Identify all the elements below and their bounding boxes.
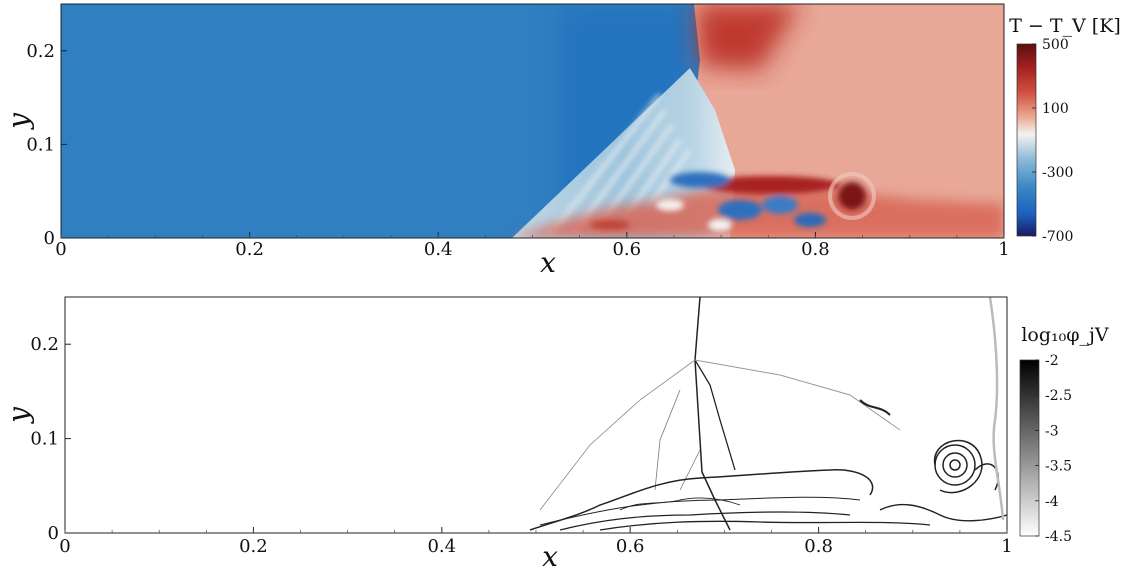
colorbar-tick-label: 100 bbox=[1042, 101, 1069, 117]
y-tick-label: 0 bbox=[44, 228, 55, 249]
x-tick-label: 0.6 bbox=[612, 239, 641, 260]
y-axis-ticks: 0 0.1 0.2 bbox=[30, 334, 71, 544]
x-tick-label: 0.4 bbox=[427, 536, 456, 557]
colorbar: T − T_V [K] 500 100 -300 -700 bbox=[1009, 15, 1121, 245]
x-axis-ticks: 0 0.2 0.4 0.6 0.8 1 bbox=[55, 232, 1010, 260]
schlieren-lines bbox=[529, 297, 1007, 531]
colorbar-title: log₁₀φ_jV bbox=[1021, 324, 1109, 346]
mixing-structures bbox=[590, 172, 840, 231]
vortex-core bbox=[828, 172, 876, 220]
x-tick-label: 0.2 bbox=[239, 536, 268, 557]
x-tick-label: 0.8 bbox=[801, 239, 830, 260]
vortex-lines bbox=[934, 439, 999, 494]
colorbar: log₁₀φ_jV -2 -2.5 -3 -3.5 -4 -4.5 bbox=[1019, 324, 1109, 545]
x-axis-label: x bbox=[542, 540, 558, 571]
y-tick-label: 0.1 bbox=[26, 134, 55, 155]
colorbar-tick-label: -300 bbox=[1042, 165, 1073, 181]
colorbar-tick-label: -4 bbox=[1045, 494, 1059, 510]
colorbar-ticks: -2 -2.5 -3 -3.5 -4 -4.5 bbox=[1035, 353, 1072, 545]
schlieren-background bbox=[65, 297, 1007, 533]
x-tick-label: 0 bbox=[55, 239, 66, 260]
y-tick-label: 0 bbox=[48, 523, 59, 544]
normal-shock-line bbox=[694, 297, 731, 531]
y-axis-label: y bbox=[2, 406, 35, 425]
x-tick-label: 0.2 bbox=[235, 239, 264, 260]
colorbar-tick-label: 500 bbox=[1042, 37, 1069, 53]
colorbar-tick-label: -2.5 bbox=[1045, 388, 1072, 404]
colorbar-gradient bbox=[1016, 43, 1037, 237]
gradient-magnitude-plot: 0 0.2 0.4 0.6 0.8 1 00.10.2 x y log₁₀φ_jV -2-… bbox=[2, 296, 1109, 571]
temperature-field bbox=[61, 4, 1004, 238]
y-tick-label: 0.1 bbox=[30, 429, 59, 450]
x-tick-label: 1 bbox=[998, 239, 1009, 260]
colorbar-tick-label: -2 bbox=[1045, 353, 1059, 369]
y-axis-ticks: 0 0.1 0.2 bbox=[26, 41, 67, 249]
colorbar-tick-label: -3.5 bbox=[1045, 459, 1072, 475]
temperature-difference-plot: 0 0.2 0.4 0.6 0.8 1 0 0.1 0.2 x y T − T_V [K] 5… bbox=[2, 3, 1121, 279]
y-tick-label: 0.2 bbox=[30, 334, 59, 355]
colorbar-tick-label: -700 bbox=[1042, 229, 1073, 245]
x-tick-label: 0 bbox=[59, 536, 70, 557]
colorbar-ticks: 500 100 -300 -700 bbox=[1032, 37, 1073, 245]
x-tick-label: 0.4 bbox=[424, 239, 453, 260]
x-axis-label: x bbox=[540, 246, 556, 279]
colorbar-gradient bbox=[1019, 359, 1040, 537]
x-axis-ticks: 0 0.2 0.4 0.6 0.8 1 bbox=[59, 527, 1013, 557]
colorbar-title: T − T_V [K] bbox=[1009, 15, 1121, 37]
colorbar-tick-label: -3 bbox=[1045, 423, 1059, 439]
hot-region-upper bbox=[696, 4, 800, 70]
y-axis-label: y bbox=[2, 112, 35, 131]
x-tick-label: 0.6 bbox=[616, 536, 645, 557]
colorbar-tick-label: -4.5 bbox=[1045, 529, 1072, 545]
y-tick-label: 0.2 bbox=[26, 41, 55, 62]
x-tick-label: 0.8 bbox=[804, 536, 833, 557]
x-tick-label: 1 bbox=[1001, 536, 1012, 557]
